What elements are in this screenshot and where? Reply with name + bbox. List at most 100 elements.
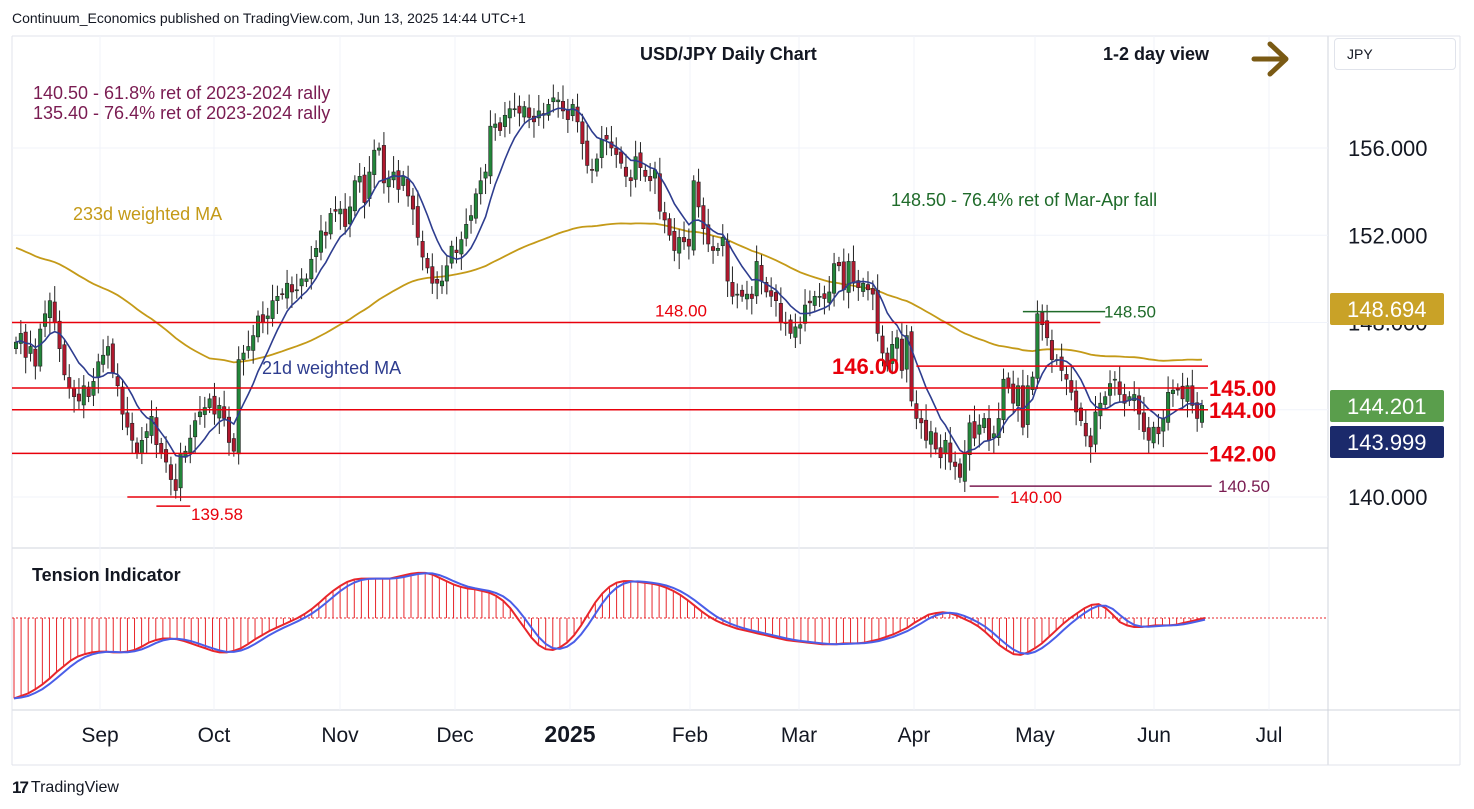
candle-body	[943, 439, 948, 455]
annotation-1: 140.50 - 61.8% ret of 2023-2024 rally	[33, 83, 330, 103]
candle-body	[924, 419, 929, 441]
candle-body	[749, 293, 754, 299]
candle-body	[459, 239, 464, 255]
candle-111	[551, 84, 556, 113]
candle-87	[435, 271, 440, 300]
candle-61	[309, 245, 314, 290]
publisher-header: Continuum_Economics published on Trading…	[12, 10, 526, 26]
candle-41	[212, 382, 217, 425]
candle-body	[711, 246, 716, 251]
x-tick-nov: Nov	[321, 724, 359, 747]
candle-body	[120, 386, 125, 415]
tradingview-brand: 17 TradingView	[12, 778, 119, 798]
candle-187	[919, 410, 924, 439]
candle-160	[788, 314, 793, 339]
candle-47	[241, 344, 246, 376]
candle-body	[357, 176, 362, 183]
candle-body	[381, 145, 386, 184]
candle-220	[1078, 402, 1083, 427]
candle-body	[52, 301, 57, 323]
candle-5	[38, 323, 43, 372]
candle-234	[1146, 416, 1151, 454]
candle-19	[105, 335, 110, 369]
candle-28	[149, 400, 154, 444]
currency-selector[interactable]: JPY	[1334, 38, 1456, 70]
candle-body	[628, 177, 633, 182]
candle-body	[372, 149, 377, 175]
candle-63	[318, 214, 323, 261]
candle-173	[851, 245, 856, 292]
tradingview-logo-icon: 17	[12, 778, 29, 797]
candle-170	[836, 256, 841, 272]
candle-body	[1045, 320, 1050, 339]
ma21-line	[15, 107, 1203, 458]
level-146-label: 146.00	[832, 354, 899, 379]
candle-body	[1103, 396, 1108, 405]
candle-22	[120, 378, 125, 431]
candle-56	[285, 269, 290, 309]
candle-82	[410, 187, 415, 225]
candle-143	[706, 208, 711, 253]
candle-121	[599, 125, 604, 169]
candle-body	[822, 293, 827, 299]
candle-74	[372, 139, 377, 188]
candle-body	[270, 300, 275, 319]
candle-body	[1011, 383, 1016, 404]
candle-body	[81, 385, 86, 406]
candle-106	[527, 94, 532, 129]
candle-112	[556, 91, 561, 118]
candle-body	[164, 449, 169, 463]
candle-102	[507, 100, 512, 134]
candle-184	[904, 324, 909, 383]
ma233-line	[15, 222, 1203, 364]
x-tick-jun: Jun	[1137, 724, 1171, 747]
candle-97	[483, 163, 488, 195]
ma21-path	[15, 107, 1203, 458]
axes: 156.000152.000140.000148.000SepOctNovDec…	[81, 136, 1444, 747]
candle-body	[740, 289, 745, 297]
candle-body	[851, 261, 856, 284]
arrow-head	[1267, 41, 1289, 77]
candle-58	[294, 273, 299, 299]
candle-body	[386, 178, 391, 188]
candle-120	[594, 153, 599, 177]
candle-114	[565, 98, 570, 133]
candle-body	[1161, 418, 1166, 432]
candle-152	[749, 286, 754, 315]
candle-80	[401, 170, 406, 191]
level-140-label: 140.00	[1010, 488, 1062, 507]
candle-15	[86, 381, 91, 403]
candle-body	[110, 343, 115, 373]
tension-blue-line	[13, 572, 1206, 700]
candle-body	[982, 418, 987, 428]
annotation-3: 148.50 - 76.4% ret of Mar-Apr fall	[891, 190, 1157, 210]
candle-239	[1170, 379, 1175, 407]
candle-body	[23, 331, 28, 358]
tension-red-line	[13, 571, 1206, 700]
candle-body	[1001, 378, 1006, 421]
candle-body	[774, 292, 779, 301]
candle-154	[759, 254, 764, 295]
candle-body	[47, 300, 52, 319]
candle-body	[682, 237, 687, 243]
candle-body	[759, 265, 764, 282]
candle-body	[677, 237, 682, 254]
candle-body	[449, 245, 454, 264]
candle-body	[885, 352, 890, 367]
candle-237	[1161, 410, 1166, 448]
candle-142	[701, 197, 706, 245]
candle-108	[536, 94, 541, 126]
candle-body	[590, 169, 595, 171]
candle-34	[178, 442, 183, 502]
candle-body	[498, 122, 503, 131]
candle-body	[870, 288, 875, 295]
candle-body	[469, 215, 474, 221]
candle-body	[807, 300, 812, 304]
candle-8	[52, 286, 57, 331]
candle-65	[328, 207, 333, 240]
level-148-label: 148.00	[655, 302, 707, 321]
candle-110	[546, 98, 551, 121]
candle-body	[173, 479, 178, 491]
